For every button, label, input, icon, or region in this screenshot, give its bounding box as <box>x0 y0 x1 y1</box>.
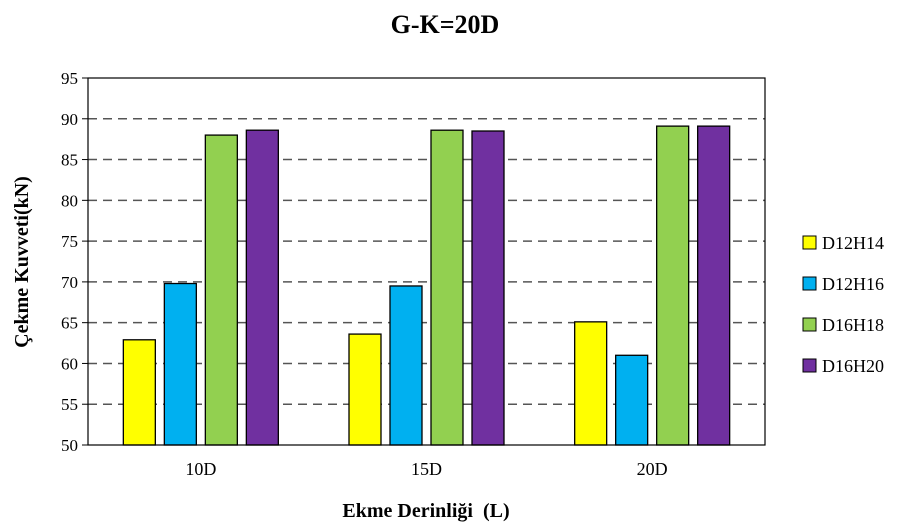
bar-D12H14-20D <box>574 321 608 446</box>
x-tick-label: 15D <box>411 459 442 479</box>
legend-swatch-D16H18 <box>802 317 817 332</box>
y-tick-label: 65 <box>61 314 78 333</box>
y-axis-label: Çekme Kuvveti(kN) <box>11 176 33 348</box>
legend-label: D12H16 <box>822 274 884 294</box>
bar-D12H14-15D <box>348 333 382 446</box>
bar-D12H14-10D <box>122 339 156 446</box>
bar-D12H16-15D <box>389 285 423 446</box>
legend-swatch-D16H20 <box>802 358 817 373</box>
bar-D16H20-15D <box>471 130 505 446</box>
y-tick-label: 95 <box>61 69 78 88</box>
legend-swatch-D12H16 <box>802 276 817 291</box>
y-tick-label: 60 <box>61 354 78 373</box>
bar-D16H20-10D <box>245 129 279 446</box>
legend-swatch-D12H14 <box>802 235 817 250</box>
y-tick-label: 70 <box>61 273 78 292</box>
y-tick-label: 50 <box>61 436 78 455</box>
y-tick-label: 75 <box>61 232 78 251</box>
x-axis-label: Ekme Derinliği (L) <box>342 500 509 522</box>
legend: D12H14 D12H16 D16H18 D16H20 <box>802 233 884 376</box>
bar-D12H16-10D <box>163 282 197 446</box>
x-tick-label: 10D <box>185 459 216 479</box>
y-tick-label: 55 <box>61 395 78 414</box>
y-tick-label: 85 <box>61 151 78 170</box>
bar-D16H18-15D <box>430 129 464 446</box>
plot-area-border <box>87 77 766 446</box>
y-tick-label: 90 <box>61 110 78 129</box>
bar-D12H16-20D <box>615 354 649 446</box>
bars-group <box>122 125 731 446</box>
legend-label: D16H20 <box>822 356 884 376</box>
gridlines <box>88 118 765 405</box>
chart-title: G-K=20D <box>391 10 500 39</box>
y-tick-label: 80 <box>61 191 78 210</box>
y-axis-ticks: 50 55 60 65 70 75 80 85 90 95 <box>61 69 88 455</box>
x-tick-label: 20D <box>637 459 668 479</box>
bar-D16H18-10D <box>204 134 238 446</box>
bar-D16H18-20D <box>656 125 690 446</box>
legend-label: D16H18 <box>822 315 884 335</box>
x-axis-ticks: 10D 15D 20D <box>185 459 667 479</box>
legend-label: D12H14 <box>822 233 884 253</box>
bar-D16H20-20D <box>697 125 731 446</box>
